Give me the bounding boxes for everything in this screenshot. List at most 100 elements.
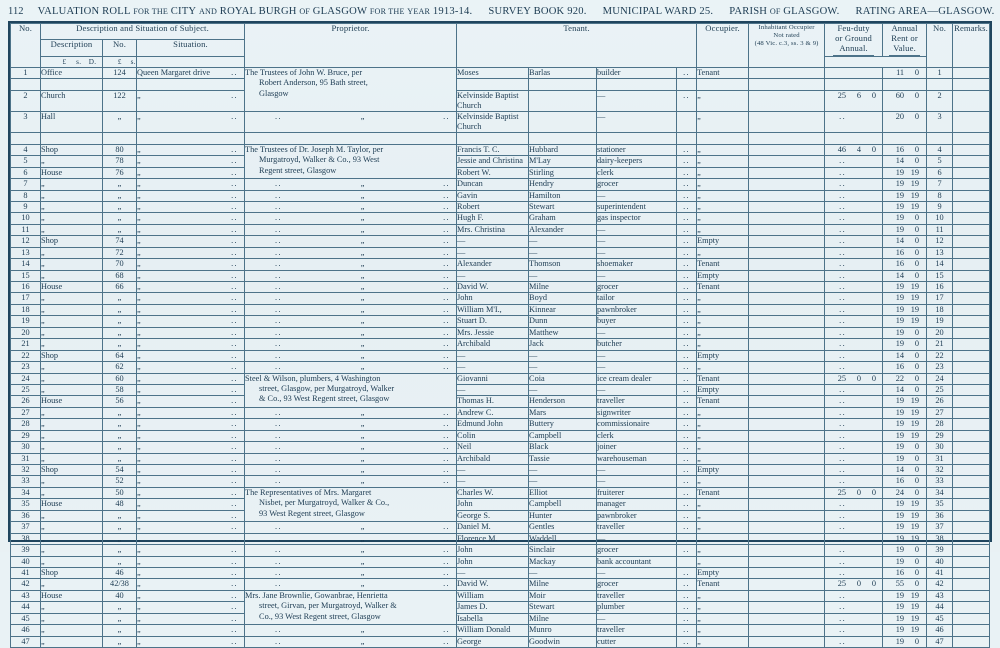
table-row: 44 „ „ „.. James D. Stewart plumber.. „.. 19 19 44 bbox=[10, 601, 990, 614]
row-tenant-occupation: — bbox=[596, 566, 678, 580]
row-occupier bbox=[696, 78, 750, 91]
situation-text: „ bbox=[137, 499, 141, 509]
proprietor-ditto-left: .. bbox=[275, 556, 282, 566]
row-number-repeat: 1 bbox=[926, 66, 954, 80]
row-description: „ bbox=[40, 178, 103, 191]
row-occupier: „ bbox=[696, 544, 750, 557]
table-row: 28 „ „ „.... „.. Edmund John Buttery commission… bbox=[10, 418, 990, 431]
row-inhabitant-occupier bbox=[748, 189, 826, 202]
row-proprietor-ditto: .. „.. bbox=[244, 223, 458, 237]
row-remarks bbox=[952, 269, 990, 283]
feu-shillings: 0 bbox=[856, 373, 862, 383]
proprietor-ditto-mid: „ bbox=[360, 407, 365, 417]
rent-shillings: 19 bbox=[910, 179, 920, 189]
row-feu-duty: .. bbox=[824, 624, 884, 637]
row-inhabitant-occupier bbox=[748, 315, 826, 328]
row-tenant-dots: .. bbox=[676, 509, 698, 523]
row-situation: „.. bbox=[135, 383, 246, 397]
rent-pounds: 19 bbox=[895, 282, 905, 291]
feu-shillings: 0 bbox=[856, 487, 862, 497]
row-tenant-surname: — bbox=[528, 235, 598, 248]
row-subject-number: 68 bbox=[102, 269, 137, 283]
row-situation: „.. bbox=[135, 635, 246, 648]
row-situation: „.. bbox=[135, 463, 246, 477]
table-body: 1 Office 124 Queen Margaret drive.. The Trus… bbox=[10, 66, 990, 648]
table-row: 38 „ „ „.... „.. Florence M. Waddell —.. „.. 19 19… bbox=[10, 532, 990, 546]
situation-dots: .. bbox=[231, 384, 239, 394]
row-number: 34 bbox=[10, 486, 41, 500]
row-remarks bbox=[952, 78, 990, 91]
situation-dots: .. bbox=[231, 236, 239, 246]
rent-shillings: 19 bbox=[910, 522, 920, 532]
row-tenant-occupation: tailor bbox=[596, 292, 678, 305]
table-row: 46 „ „ „.... „.. William Donald Munro traveller… bbox=[10, 624, 990, 637]
row-occupier: „ bbox=[696, 429, 750, 443]
row-occupier: Empty bbox=[696, 235, 750, 248]
proprietor-ditto-left: .. bbox=[275, 419, 282, 429]
rent-pounds: 19 bbox=[895, 613, 905, 623]
row-subject-number: 64 bbox=[102, 349, 137, 363]
table-row bbox=[10, 132, 990, 145]
row-number: 12 bbox=[10, 235, 41, 248]
row-number-repeat: 18 bbox=[926, 303, 954, 317]
proprietor-ditto-mid: „ bbox=[360, 430, 365, 440]
row-description: „ bbox=[40, 361, 103, 374]
table-row: 9 „ „ „.... „.. Robert Stewart superintendent..… bbox=[10, 200, 990, 214]
row-tenant-surname: — bbox=[528, 269, 598, 283]
row-tenant-dots: .. bbox=[676, 280, 698, 294]
row-situation: „.. bbox=[135, 521, 246, 534]
proprietor-ditto-mid: „ bbox=[360, 465, 365, 474]
folio-number: 112 bbox=[8, 5, 24, 17]
rent-shillings: 19 bbox=[910, 625, 920, 635]
row-remarks bbox=[952, 635, 990, 648]
rent-pounds: 19 bbox=[895, 590, 905, 600]
head-year-word: Year bbox=[407, 6, 431, 16]
row-proprietor-ditto: .. „.. bbox=[244, 258, 458, 271]
situation-text: „ bbox=[137, 545, 141, 555]
proprietor-ditto-right: .. bbox=[443, 442, 451, 452]
row-annual-rent: 19 19 bbox=[882, 280, 928, 294]
situation-text: „ bbox=[137, 510, 141, 520]
row-inhabitant-occupier bbox=[748, 269, 826, 283]
feu-pounds-symbol: £ bbox=[62, 57, 67, 66]
row-number: 40 bbox=[10, 555, 41, 568]
rent-pounds: 19 bbox=[895, 419, 905, 429]
rent-shillings: 0 bbox=[914, 247, 920, 257]
row-number-repeat: 21 bbox=[926, 338, 954, 351]
row-number: 1 bbox=[10, 66, 41, 80]
row-number-repeat: 14 bbox=[926, 258, 954, 271]
row-tenant-dots: .. bbox=[676, 155, 698, 168]
row-feu-duty: .. bbox=[824, 178, 884, 191]
row-proprietor-ditto bbox=[244, 132, 458, 145]
rent-shillings: 0 bbox=[914, 270, 920, 280]
rent-pounds: 16 bbox=[895, 476, 905, 486]
row-feu-duty: .. bbox=[824, 441, 884, 454]
feu-shillings: 0 bbox=[856, 579, 862, 589]
row-remarks bbox=[952, 200, 990, 214]
row-tenant-occupation: manager bbox=[596, 498, 678, 511]
row-tenant-surname: Thomson bbox=[528, 258, 598, 271]
table-row bbox=[10, 78, 990, 91]
feu-dots: .. bbox=[839, 430, 847, 440]
rent-shillings: 0 bbox=[914, 259, 920, 269]
row-remarks bbox=[952, 578, 990, 591]
row-tenant-forename bbox=[456, 132, 530, 145]
row-tenant-dots: .. bbox=[676, 521, 698, 534]
row-description: „ bbox=[40, 612, 103, 626]
proprietor-ditto-left: .. bbox=[275, 625, 282, 635]
row-inhabitant-occupier bbox=[748, 292, 826, 305]
proprietor-ditto-left: .. bbox=[275, 350, 282, 360]
row-situation: „.. bbox=[135, 280, 246, 294]
feu-dots: .. bbox=[839, 350, 847, 360]
proprietor-ditto-left: .. bbox=[275, 476, 282, 486]
row-tenant-forename: William Donald bbox=[456, 624, 530, 637]
feu-pence: 0 bbox=[871, 90, 877, 100]
row-tenant-surname: Moir bbox=[528, 589, 598, 603]
row-feu-duty: .. bbox=[824, 280, 884, 294]
row-number: 5 bbox=[10, 155, 41, 168]
row-remarks bbox=[952, 349, 990, 363]
row-inhabitant-occupier bbox=[748, 589, 826, 603]
rent-pounds: 19 bbox=[895, 316, 905, 326]
situation-dots: .. bbox=[231, 567, 239, 577]
table-row: 27 „ „ „.... „.. Andrew C. Mars signwriter.. „..… bbox=[10, 406, 990, 420]
